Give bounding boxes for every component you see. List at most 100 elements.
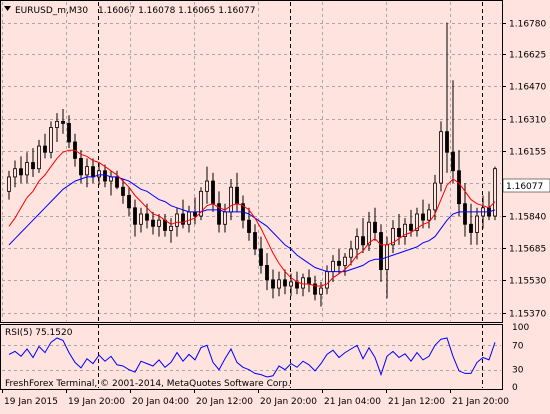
candle-body-bear [379,232,383,270]
candle-body-bull [25,162,29,176]
candle-body-bull [97,170,101,178]
candle-body-bull [169,225,173,231]
candle-body-bull [319,287,323,295]
candle [49,121,53,159]
time-tick-label: 21 Jan 04:00 [324,397,381,407]
candle [121,178,125,204]
ohlc-values: 1.16067 1.16078 1.16065 1.16077 [98,6,255,16]
candle [433,174,437,221]
candle-body-bull [175,213,179,227]
candle [133,199,137,237]
candle [19,156,23,184]
candle-body-bull [229,186,233,213]
time-tick-label: 21 Jan 12:00 [388,397,445,407]
candle-body-bear [91,166,95,178]
candle-body-bull [325,271,329,289]
time-axis[interactable]: 19 Jan 2015 19 Jan 20:00 20 Jan 04:00 20 Ja… [2,389,510,407]
candle-body-bull [223,211,227,225]
candle [271,269,275,299]
candle-body-bull [475,215,479,233]
candle [469,203,473,245]
time-tick-label: 19 Jan 2015 [4,397,58,407]
price-tick-label: 1.16155 [509,148,546,158]
candle [169,218,173,243]
candle-body-bear [31,162,35,170]
price-tick-label: 1.15840 [509,213,546,223]
time-tick-label: 20 Jan 04:00 [132,397,189,407]
candle [475,207,479,245]
candle [277,271,281,297]
candle-body-bull [433,182,437,211]
candle-body-bull [301,277,305,289]
copyright-label: FreshForex Terminal, © 2001-2014, MetaQu… [5,379,291,389]
candle [391,220,395,254]
rsi-line [8,337,496,378]
candle-body-bear [283,279,287,287]
candle-body-bull [85,166,89,176]
candle-body-bear [43,145,47,153]
candle [379,224,383,282]
candle-body-bear [307,277,311,285]
candle [67,115,71,149]
candle [181,199,185,229]
candle [79,150,83,184]
ma-slow-line [8,174,496,273]
candle [31,148,35,177]
rsi-axis[interactable]: 100 70 30 0 [512,323,529,393]
candle [349,240,353,266]
candle [37,139,41,173]
symbol-header[interactable]: EURUSD_m,M30 1.16067 1.16078 1.16065 1.1… [4,6,255,16]
candle-body-bull [157,219,161,227]
candle-body-bull [187,211,191,225]
candle-body-bull [49,127,53,153]
candle-body-bull [199,190,203,217]
candle-body-bear [337,260,341,266]
candle [61,109,65,134]
candle-body-bear [145,213,149,221]
candle-body-bull [13,168,17,178]
candle-body-bear [397,227,401,238]
time-tick-label: 19 Jan 20:00 [68,397,125,407]
candle-body-bear [361,236,365,246]
candle [313,275,317,301]
candle [85,158,89,188]
rsi-tick-label: 30 [512,366,524,376]
candle [97,162,101,186]
candle [301,273,305,297]
candle-body-bull [331,260,335,273]
day-separators [98,2,483,388]
candle [451,80,455,184]
candle-body-bear [235,186,239,205]
candle-body-bear [217,203,221,225]
candle [259,236,263,274]
price-tick-label: 1.15530 [509,277,546,287]
candle-body-bull [493,168,497,217]
time-tick-label: 21 Jan 20:00 [452,397,509,407]
rsi-panel-frame [0,324,503,390]
price-tick-label: 1.16780 [509,20,546,30]
candle-body-bear [115,176,119,188]
symbol-label: EURUSD_m,M30 [15,6,88,16]
candle-body-bull [205,180,209,192]
price-tick-label: 1.15685 [509,245,546,255]
candle-body-bear [67,123,71,143]
candle-body-bear [103,170,107,182]
candle-body-bear [133,207,137,225]
candle [217,191,221,233]
candle-body-bear [421,213,425,221]
candle-body-bear [151,219,155,227]
candle [25,152,29,184]
triangle-down-icon[interactable] [4,6,11,11]
rsi-indicator-label[interactable]: RSI(5) 75.1520 [5,328,73,338]
current-price-label: 1.16077 [506,182,543,192]
candle-body-bear [253,232,257,250]
candle-body-bull [55,120,59,128]
candle [415,207,419,237]
candle [151,211,155,235]
candle-body-bear [469,223,473,233]
candle [247,207,251,241]
candle-body-bull [439,131,443,184]
